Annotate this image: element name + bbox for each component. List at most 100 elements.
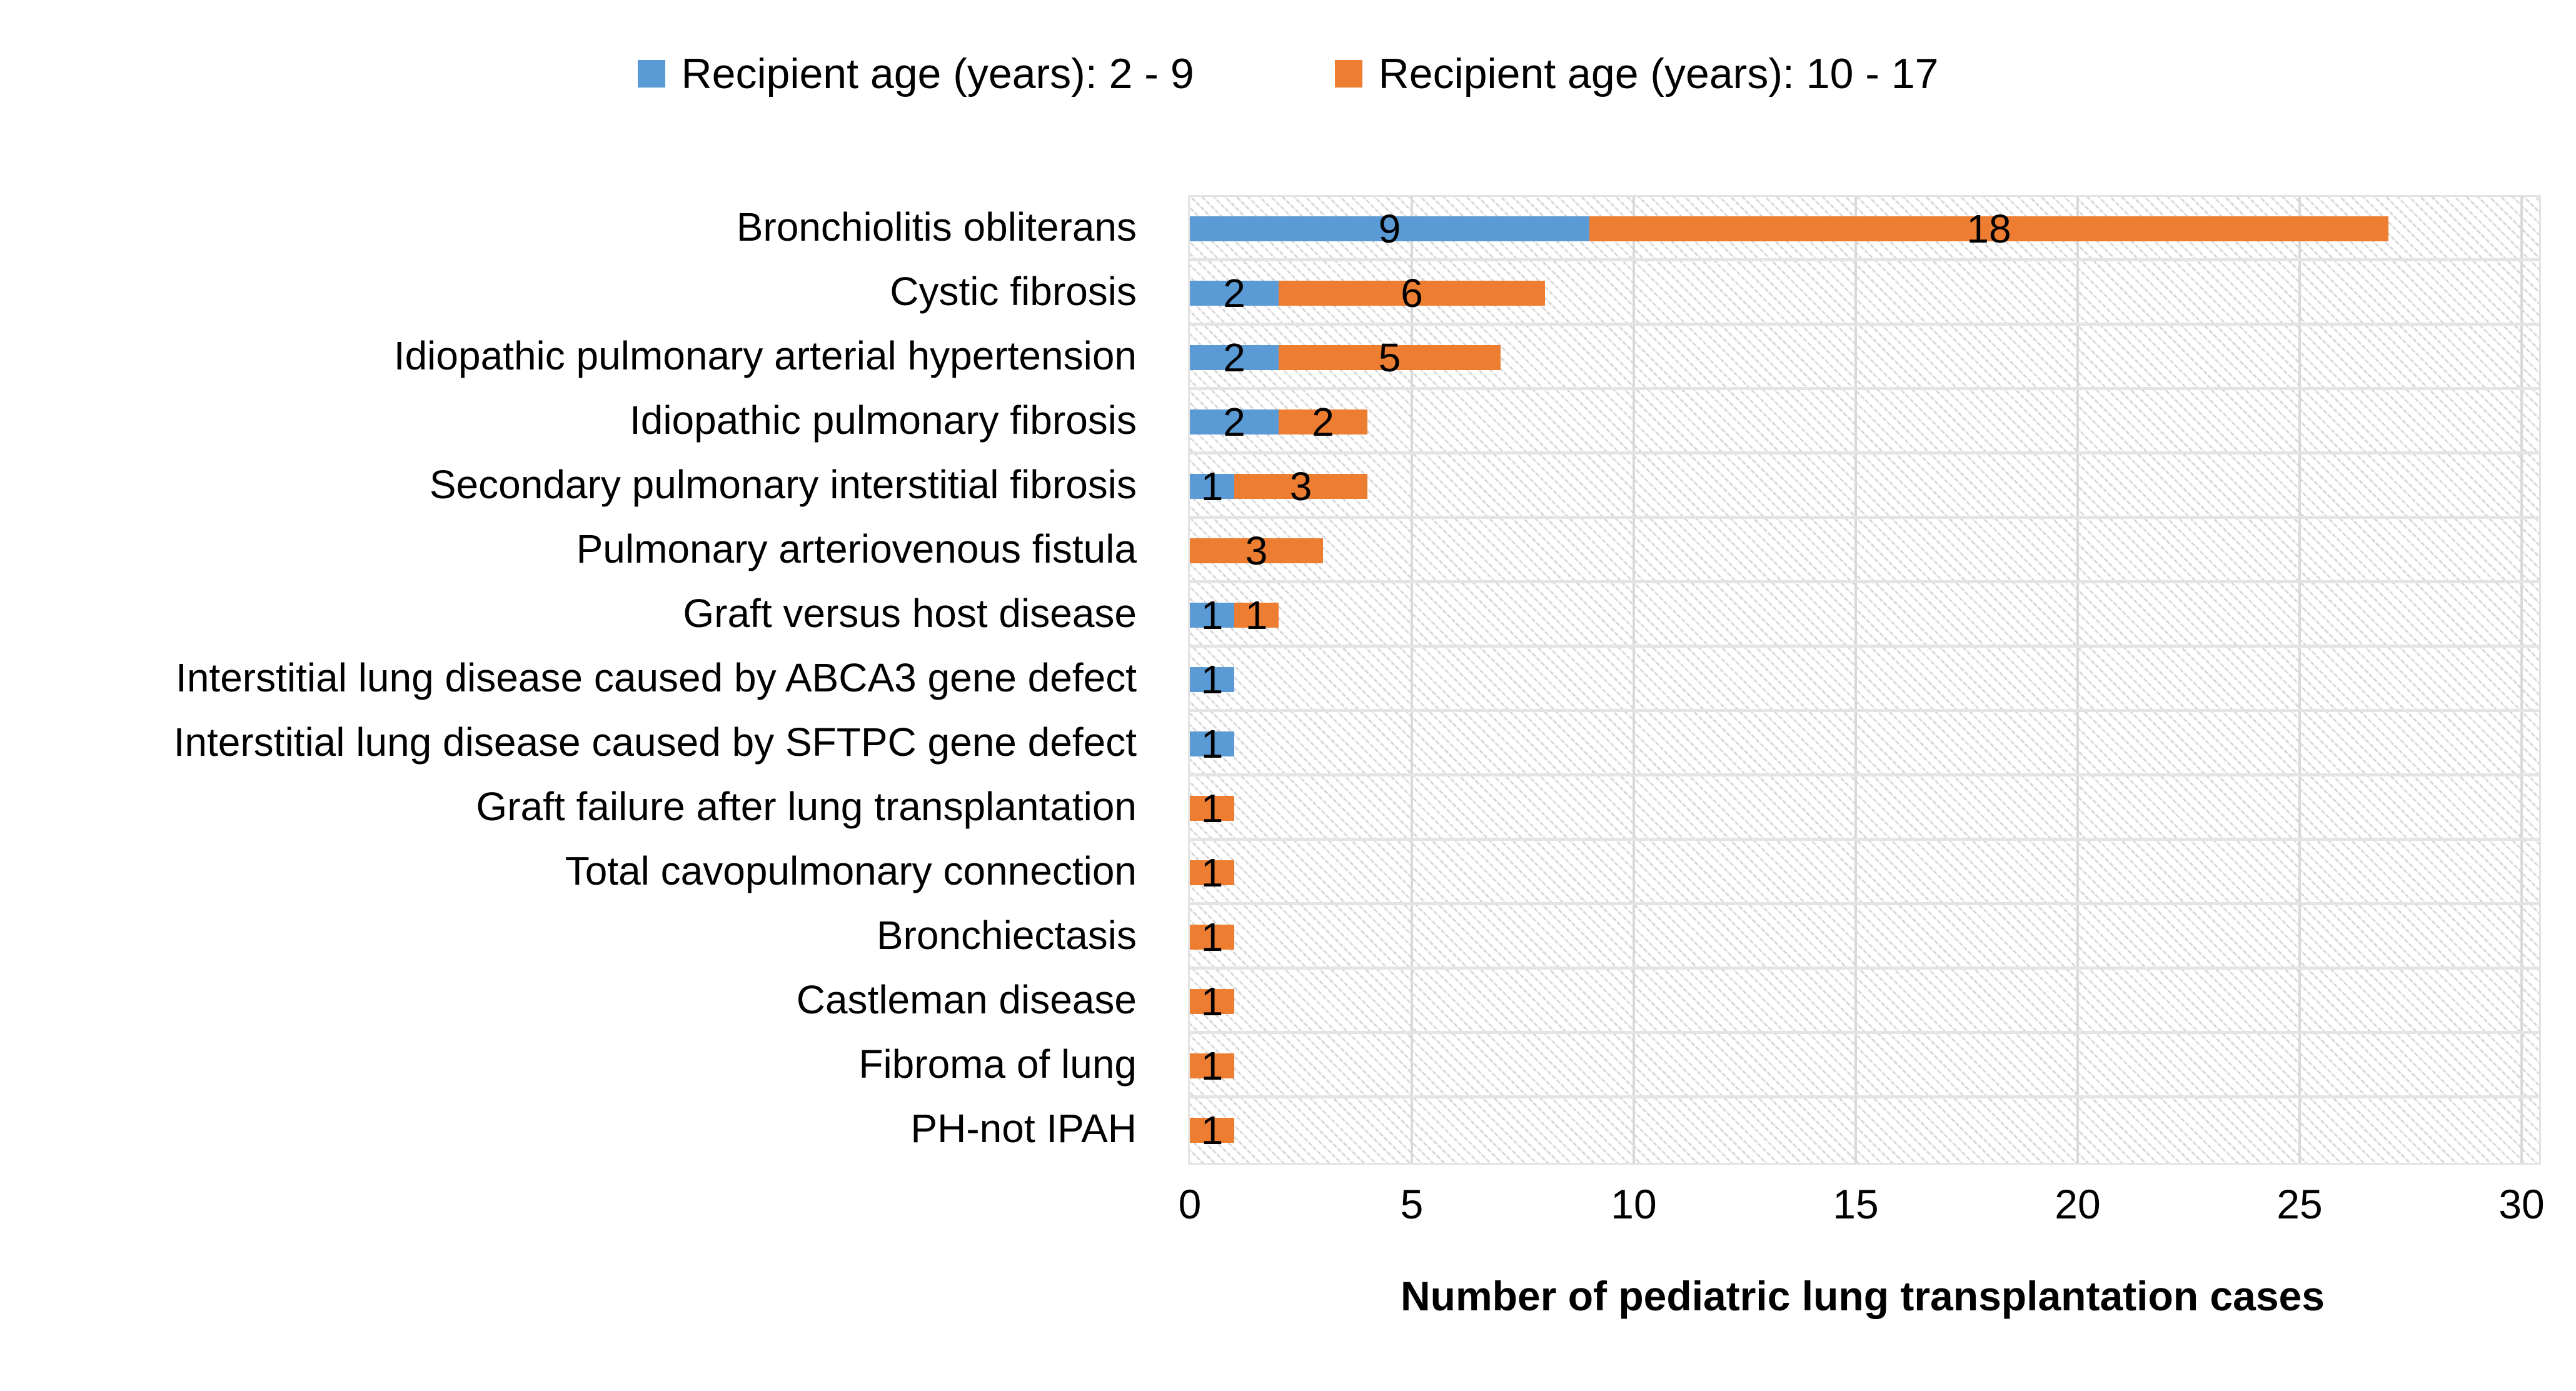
- x-tick-label: 20: [2055, 1181, 2101, 1227]
- category-label: Idiopathic pulmonary arterial hypertensi…: [393, 333, 1137, 378]
- bar-segment: 2: [1190, 273, 1279, 313]
- bar-value-label: 2: [1223, 399, 1245, 444]
- bar-segment: 1: [1190, 466, 1234, 506]
- bar-segment: 1: [1190, 982, 1234, 1022]
- category-label: Pulmonary arteriovenous fistula: [576, 526, 1137, 571]
- bar-value-label: 1: [1200, 850, 1224, 895]
- category-label: Fibroma of lung: [858, 1042, 1137, 1087]
- bar-value-label: 5: [1378, 335, 1401, 380]
- category-label: Graft versus host disease: [683, 591, 1137, 636]
- bar-segment: 1: [1190, 917, 1234, 957]
- legend-item-label: Recipient age (years): 10 - 17: [1378, 50, 1939, 98]
- bar-value-label: 3: [1289, 464, 1312, 509]
- x-axis-title: Number of pediatric lung transplantation…: [1401, 1273, 2325, 1319]
- bar-value-label: 6: [1401, 271, 1423, 316]
- x-tick-label: 10: [1611, 1181, 1657, 1227]
- bar-segment: 1: [1190, 660, 1234, 700]
- legend-item-age-2-9: Recipient age (years): 2 - 9: [637, 50, 1194, 98]
- plot-area: 9 18 2 6 2 5 2 2 1 3 3 1 1 1 1 1 1 1 1 1 1: [1188, 195, 2541, 1165]
- bar-segment: 9: [1190, 209, 1589, 249]
- bar-value-label: 1: [1200, 1043, 1224, 1088]
- stacked-bar: 1: [1190, 1046, 1234, 1086]
- vertical-gridline: [2298, 197, 2301, 1163]
- category-label: Castleman disease: [796, 977, 1137, 1022]
- bar-segment: 3: [1234, 466, 1367, 506]
- bar-segment: 2: [1190, 402, 1279, 442]
- category-label: Interstitial lung disease caused by SFTP…: [173, 720, 1137, 765]
- x-axis-tick-labels: 0 5 10 15 20 25 30: [0, 1183, 2576, 1233]
- stacked-bar: 1: [1190, 982, 1234, 1022]
- x-tick-label: 5: [1400, 1181, 1424, 1227]
- bar-segment: 2: [1190, 338, 1279, 378]
- bar-segment: 1: [1190, 788, 1234, 828]
- x-tick-label: 25: [2277, 1181, 2323, 1227]
- bar-value-label: 1: [1200, 979, 1224, 1024]
- bar-segment: 18: [1589, 209, 2388, 249]
- stacked-bar: 9 18: [1190, 209, 2388, 249]
- bar-segment: 1: [1190, 595, 1234, 635]
- bar-segment: 1: [1190, 1046, 1234, 1086]
- legend-item-age-10-17: Recipient age (years): 10 - 17: [1334, 50, 1939, 98]
- category-row: 1: [1190, 648, 2539, 712]
- bar-segment: 1: [1190, 1110, 1234, 1150]
- bar-segment: 2: [1279, 402, 1367, 442]
- vertical-gridline: [2076, 197, 2079, 1163]
- category-row: 1: [1190, 1034, 2539, 1098]
- stacked-bar: 1: [1190, 853, 1234, 893]
- bar-value-label: 1: [1200, 786, 1224, 831]
- bar-value-label: 1: [1200, 1108, 1224, 1153]
- bar-value-label: 9: [1378, 206, 1401, 251]
- category-label: PH-not IPAH: [910, 1106, 1137, 1151]
- category-row: 1: [1190, 776, 2539, 841]
- bar-value-label: 2: [1223, 335, 1245, 380]
- vertical-gridline: [1854, 197, 1857, 1163]
- category-label: Cystic fibrosis: [890, 269, 1137, 314]
- legend-item-label: Recipient age (years): 2 - 9: [681, 50, 1194, 98]
- category-row: 1: [1190, 841, 2539, 905]
- bar-value-label: 2: [1312, 399, 1334, 444]
- bar-value-label: 1: [1200, 721, 1224, 766]
- bar-value-label: 1: [1200, 915, 1224, 960]
- category-row: 3: [1190, 519, 2539, 583]
- bar-value-label: 3: [1245, 528, 1268, 573]
- category-label: Graft failure after lung transplantation: [476, 784, 1137, 829]
- stacked-bar: 1: [1190, 660, 1234, 700]
- bar-value-label: 18: [1966, 206, 2011, 251]
- bar-value-label: 1: [1200, 593, 1224, 638]
- legend-key-swatch-orange: [1334, 60, 1362, 88]
- bar-segment: 1: [1190, 853, 1234, 893]
- stacked-bar: 3: [1190, 531, 1323, 571]
- vertical-gridline: [1411, 197, 1413, 1163]
- vertical-gridline: [2520, 197, 2523, 1163]
- y-axis-category-labels: Bronchiolitis obliterans Cystic fibrosis I…: [0, 195, 1162, 1161]
- x-tick-label: 15: [1833, 1181, 1879, 1227]
- category-row: 9 18: [1190, 197, 2539, 261]
- category-row: 1: [1190, 1098, 2539, 1163]
- stacked-bar: 1: [1190, 788, 1234, 828]
- bar-segment: 5: [1279, 338, 1501, 378]
- category-row: 1: [1190, 712, 2539, 776]
- category-label: Secondary pulmonary interstitial fibrosi…: [429, 462, 1137, 507]
- bar-value-label: 1: [1200, 657, 1224, 702]
- category-row: 1: [1190, 905, 2539, 970]
- x-tick-label: 30: [2498, 1181, 2545, 1227]
- x-tick-label: 0: [1178, 1181, 1202, 1227]
- bar-segment: 1: [1190, 724, 1234, 764]
- vertical-gridline: [1633, 197, 1635, 1163]
- bar-value-label: 2: [1223, 271, 1245, 316]
- category-row: 1: [1190, 970, 2539, 1034]
- category-label: Idiopathic pulmonary fibrosis: [629, 398, 1137, 443]
- legend: Recipient age (years): 2 - 9 Recipient a…: [0, 53, 2576, 95]
- bar-segment: 6: [1279, 273, 1545, 313]
- category-label: Bronchiolitis obliterans: [736, 204, 1137, 249]
